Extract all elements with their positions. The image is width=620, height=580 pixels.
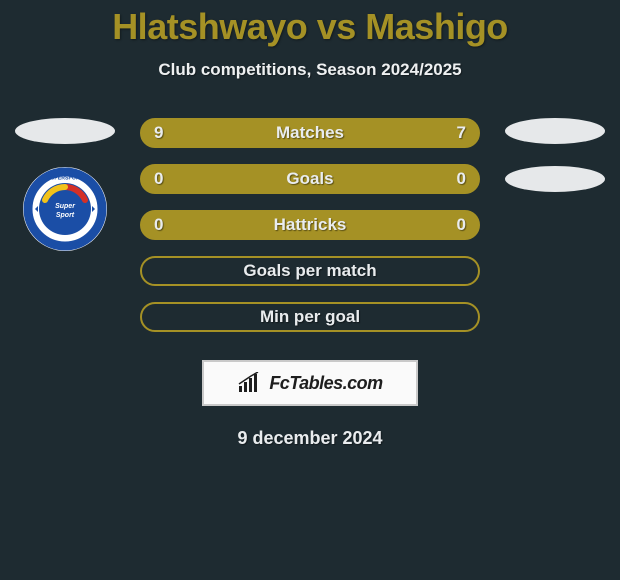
svg-text:Super: Super: [55, 203, 76, 210]
stat-label: Hattricks: [274, 215, 347, 235]
svg-text:Sport: Sport: [56, 212, 75, 219]
stat-right-value: 0: [457, 215, 466, 235]
stat-label: Min per goal: [260, 307, 360, 327]
stat-label: Matches: [276, 123, 344, 143]
stat-label: Goals: [286, 169, 333, 189]
subtitle: Club competitions, Season 2024/2025: [0, 60, 620, 80]
page-title: Hlatshwayo vs Mashigo: [0, 0, 620, 48]
date-text: 9 december 2024: [0, 428, 620, 449]
stat-left-value: 9: [154, 123, 163, 143]
stat-row-min-per-goal: Min per goal: [140, 302, 480, 332]
svg-text:SUPERSPORT: SUPERSPORT: [47, 176, 84, 182]
left-club-badge: Super Sport SUPERSPORT UNITED FC: [22, 166, 108, 252]
bar-chart-icon: [237, 372, 263, 394]
stat-right-value: 0: [457, 169, 466, 189]
left-club-column: Super Sport SUPERSPORT UNITED FC: [10, 118, 120, 252]
svg-text:UNITED FC: UNITED FC: [51, 242, 79, 248]
stat-row-goals: 0 Goals 0: [140, 164, 480, 194]
brand-text: FcTables.com: [269, 373, 382, 394]
stat-left-value: 0: [154, 215, 163, 235]
stat-row-matches: 9 Matches 7: [140, 118, 480, 148]
right-club-pill: [505, 166, 605, 192]
right-nation-pill: [505, 118, 605, 144]
stat-right-value: 7: [457, 123, 466, 143]
right-club-column: [500, 118, 610, 214]
stat-row-hattricks: 0 Hattricks 0: [140, 210, 480, 240]
stat-rows: 9 Matches 7 0 Goals 0 0 Hattricks 0 Goal…: [140, 118, 480, 348]
stat-row-goals-per-match: Goals per match: [140, 256, 480, 286]
comparison-area: Super Sport SUPERSPORT UNITED FC 9 Match…: [0, 118, 620, 348]
left-nation-pill: [15, 118, 115, 144]
stat-label: Goals per match: [243, 261, 376, 281]
stat-left-value: 0: [154, 169, 163, 189]
brand-watermark: FcTables.com: [202, 360, 418, 406]
